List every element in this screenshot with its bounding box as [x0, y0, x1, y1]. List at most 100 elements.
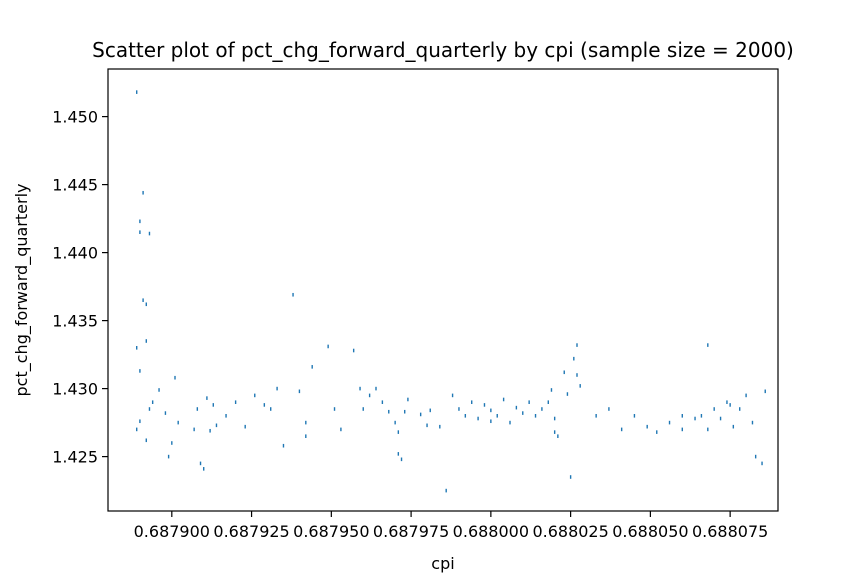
x-tick-label: 0.687925	[213, 522, 289, 541]
scatter-point	[174, 375, 176, 380]
scatter-point	[254, 393, 256, 398]
scatter-point	[633, 414, 636, 418]
scatter-point	[573, 356, 575, 361]
scatter-point	[142, 190, 144, 195]
scatter-point	[148, 407, 151, 411]
y-tick-label: 1.440	[52, 244, 98, 263]
scatter-point	[142, 298, 144, 302]
scatter-point	[445, 488, 447, 493]
scatter-point	[394, 420, 396, 425]
scatter-point	[199, 461, 202, 466]
scatter-point	[490, 419, 492, 424]
scatter-point	[439, 424, 441, 429]
x-tick-label: 0.687975	[373, 522, 449, 541]
scatter-point	[745, 393, 747, 398]
scatter-point	[483, 403, 486, 407]
scatter-point	[547, 400, 549, 404]
scatter-point	[139, 219, 141, 224]
scatter-point	[196, 407, 199, 411]
scatter-point	[739, 407, 741, 411]
scatter-point	[528, 400, 530, 404]
scatter-point	[407, 397, 409, 402]
scatter-point	[553, 430, 556, 434]
scatter-point	[298, 389, 301, 394]
x-axis-ticks: 0.687900 0.687925 0.687950 0.687975 0.688000…	[134, 511, 768, 541]
scatter-point	[426, 423, 428, 428]
scatter-point	[522, 411, 524, 415]
scatter-point	[595, 414, 597, 418]
chart-title: Scatter plot of pct_chg_forward_quarterl…	[92, 38, 794, 62]
scatter-point	[136, 90, 138, 94]
points-layer	[136, 90, 766, 493]
x-tick-label: 0.688025	[532, 522, 608, 541]
scatter-point	[368, 393, 371, 398]
y-axis-label: pct_chg_forward_quarterly	[12, 184, 32, 397]
scatter-point	[732, 424, 735, 429]
scatter-point	[164, 411, 167, 415]
scatter-point	[569, 475, 572, 479]
scatter-point	[729, 403, 731, 407]
scatter-point	[206, 396, 208, 400]
scatter-point	[550, 388, 553, 392]
scatter-point	[145, 438, 147, 443]
y-tick-label: 1.425	[52, 448, 98, 467]
scatter-point	[579, 384, 581, 388]
scatter-point	[359, 386, 361, 391]
scatter-point	[681, 427, 683, 432]
scatter-point	[215, 423, 218, 428]
scatter-point	[305, 420, 307, 425]
y-tick-label: 1.435	[52, 312, 98, 331]
scatter-point	[458, 407, 460, 411]
scatter-point	[270, 407, 272, 411]
scatter-point	[225, 414, 227, 418]
x-tick-label: 0.687900	[134, 522, 210, 541]
scatter-point	[311, 365, 313, 369]
scatter-point	[148, 231, 151, 236]
scatter-point	[177, 420, 179, 425]
scatter-point	[139, 419, 141, 424]
scatter-point	[429, 408, 431, 413]
scatter-point	[397, 430, 400, 434]
y-axis-ticks: 1.425 1.430 1.435 1.440 1.445 1.450	[52, 108, 108, 467]
scatter-point	[576, 343, 578, 347]
scatter-point	[557, 434, 559, 438]
scatter-point	[136, 346, 138, 350]
scatter-point	[707, 343, 709, 347]
scatter-point	[158, 388, 160, 392]
scatter-point	[534, 414, 537, 418]
scatter-point	[362, 407, 364, 411]
scatter-point	[139, 230, 141, 234]
scatter-point	[193, 427, 195, 432]
scatter-point	[719, 416, 722, 421]
scatter-point	[681, 414, 683, 418]
scatter-point	[509, 420, 511, 425]
scatter-point	[171, 441, 173, 445]
scatter-point	[764, 389, 766, 394]
scatter-point	[381, 400, 384, 404]
scatter-point	[397, 452, 400, 456]
scatter-point	[276, 386, 278, 391]
scatter-point	[263, 403, 266, 407]
scatter-point	[244, 424, 246, 429]
scatter-point	[515, 405, 518, 410]
scatter-point	[305, 434, 307, 438]
scatter-point	[477, 416, 479, 421]
plot-frame	[107, 68, 779, 512]
scatter-point	[145, 339, 147, 343]
scatter-point	[167, 454, 170, 459]
scatter-point	[496, 414, 498, 418]
scatter-point	[139, 369, 141, 373]
scatter-point	[707, 427, 709, 432]
scatter-point	[209, 428, 211, 433]
y-tick-label: 1.445	[52, 176, 98, 195]
y-tick-label: 1.430	[52, 380, 98, 399]
scatter-point	[656, 430, 658, 434]
scatter-point	[566, 392, 569, 396]
scatter-point	[388, 409, 390, 414]
scatter-point	[404, 409, 406, 414]
scatter-point	[340, 427, 342, 432]
scatter-point	[400, 457, 403, 462]
x-tick-label: 0.688075	[692, 522, 768, 541]
x-tick-label: 0.688000	[453, 522, 529, 541]
